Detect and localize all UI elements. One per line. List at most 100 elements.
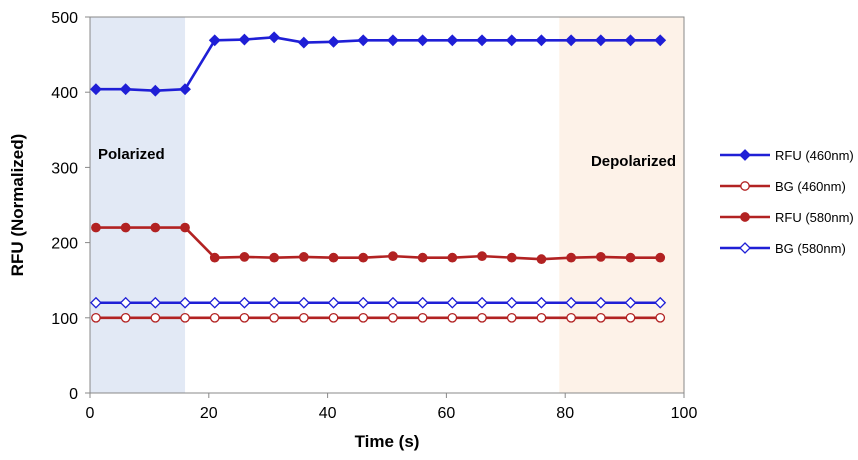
y-tick-label: 0: [69, 386, 78, 403]
legend-marker: [739, 242, 751, 254]
data-point: [594, 296, 607, 309]
series-rfu-460nm: [90, 31, 667, 97]
plot-frame: [89, 16, 685, 394]
data-point: [120, 222, 131, 233]
region-label: Polarized: [98, 146, 165, 163]
x-tick-label: 20: [200, 405, 218, 422]
data-point: [446, 34, 459, 47]
data-point: [357, 34, 370, 47]
legend-label: RFU (580nm): [775, 210, 854, 225]
data-point: [446, 296, 459, 309]
data-point: [297, 36, 310, 49]
data-point: [298, 312, 309, 323]
data-point: [239, 312, 250, 323]
data-point: [477, 312, 487, 323]
series-bg-460nm: [91, 312, 666, 323]
region-label: Depolarized: [591, 153, 676, 170]
legend-entry: BG (580nm): [720, 241, 846, 256]
data-point: [238, 33, 251, 46]
series-group: [90, 31, 667, 323]
data-point: [505, 296, 518, 309]
data-point: [268, 296, 281, 309]
data-point: [387, 296, 399, 309]
data-point: [90, 83, 102, 96]
series-line: [95, 226, 661, 261]
y-axis-title: RFU (Normalized): [8, 134, 27, 277]
data-point: [566, 252, 576, 263]
data-point: [595, 312, 606, 323]
data-point: [565, 296, 578, 309]
data-point: [506, 252, 517, 263]
data-point: [208, 34, 221, 47]
data-point: [535, 34, 548, 47]
data-point: [447, 312, 458, 323]
data-point: [209, 312, 220, 323]
legend-entry: RFU (460nm): [720, 148, 854, 163]
data-point: [476, 34, 488, 47]
region-polarized: [90, 17, 186, 393]
data-point: [298, 252, 309, 262]
data-point: [268, 31, 281, 44]
data-point: [566, 312, 576, 323]
data-point: [416, 34, 429, 47]
data-point: [476, 296, 488, 309]
data-point: [90, 296, 102, 309]
data-point: [120, 312, 131, 323]
data-point: [149, 84, 162, 97]
data-point: [417, 312, 428, 323]
data-point: [417, 252, 428, 263]
data-point: [654, 296, 667, 309]
x-axis-title: Time (s): [355, 432, 420, 451]
data-point: [150, 222, 161, 233]
x-tick-label: 80: [556, 405, 574, 422]
legend-entry: RFU (580nm): [720, 210, 854, 225]
x-tick-label: 0: [86, 405, 95, 422]
data-point: [269, 252, 279, 263]
data-point: [328, 312, 339, 323]
data-point: [388, 312, 398, 323]
region-depolarized: [559, 17, 684, 393]
data-point: [594, 34, 607, 47]
data-point: [625, 252, 636, 263]
legend-label: RFU (460nm): [775, 148, 854, 163]
data-point: [149, 296, 162, 309]
data-point: [179, 83, 191, 96]
data-point: [416, 296, 429, 309]
data-point: [357, 296, 370, 309]
data-point: [595, 252, 606, 262]
data-point: [358, 312, 369, 323]
legend-marker: [740, 181, 750, 191]
data-point: [536, 254, 547, 264]
data-point: [447, 252, 458, 263]
data-point: [179, 296, 191, 309]
y-tick-label: 400: [51, 85, 78, 102]
data-point: [180, 312, 190, 323]
data-point: [208, 296, 221, 309]
y-tick-label: 300: [51, 160, 78, 177]
data-point: [119, 83, 132, 96]
data-point: [239, 252, 250, 262]
legend: RFU (460nm) BG (460nm) RFU (580nm) BG (580n…: [720, 148, 854, 256]
x-tick-label: 60: [438, 405, 456, 422]
data-point: [238, 296, 251, 309]
y-tick-label: 100: [51, 311, 78, 328]
data-point: [269, 312, 279, 323]
data-point: [91, 222, 101, 233]
legend-label: BG (460nm): [775, 179, 846, 194]
data-point: [505, 34, 518, 47]
y-tick-label: 200: [51, 236, 78, 253]
data-point: [91, 312, 101, 323]
data-point: [358, 252, 369, 263]
data-point: [119, 296, 132, 309]
x-tick-label: 40: [319, 405, 337, 422]
legend-label: BG (580nm): [775, 241, 846, 256]
data-point: [624, 296, 637, 309]
data-point: [327, 296, 340, 309]
y-tick-label: 500: [51, 10, 78, 27]
data-point: [654, 34, 667, 47]
data-point: [328, 252, 339, 263]
data-point: [624, 34, 637, 47]
legend-marker: [740, 212, 750, 222]
data-point: [506, 312, 517, 323]
